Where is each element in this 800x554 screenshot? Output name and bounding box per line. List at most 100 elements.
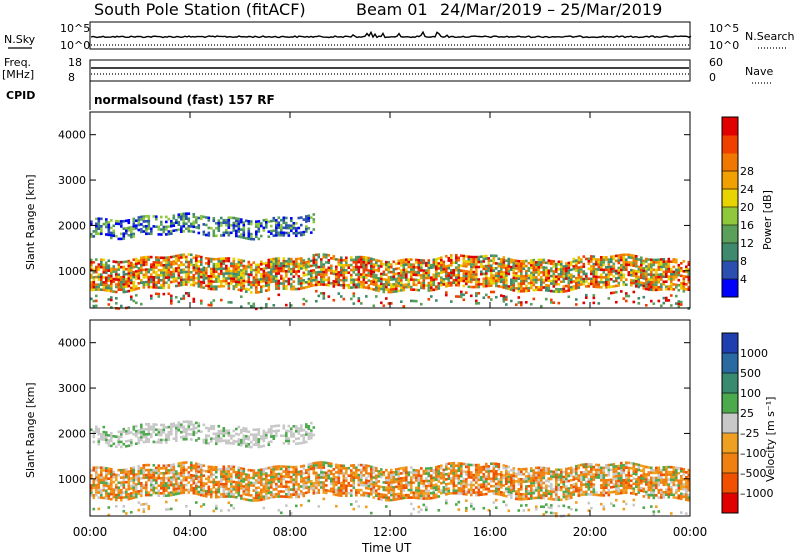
range-gate-cell <box>127 279 131 283</box>
range-gate-cell <box>307 227 311 230</box>
range-gate-cell <box>422 497 426 500</box>
range-gate-cell <box>512 264 516 267</box>
range-gate-cell <box>232 272 236 276</box>
range-gate-cell <box>400 259 403 262</box>
range-gate-cell <box>117 488 121 492</box>
range-gate-cell <box>102 276 106 279</box>
range-gate-cell <box>122 468 126 472</box>
range-gate-cell <box>130 235 133 239</box>
range-gate-cell <box>290 257 293 261</box>
range-gate-cell <box>200 283 203 286</box>
range-gate-cell <box>460 472 463 475</box>
range-gate-cell <box>505 264 508 267</box>
range-gate-cell <box>295 265 298 268</box>
range-gate-cell <box>120 275 123 279</box>
range-gate-cell <box>290 217 293 220</box>
range-gate-cell <box>222 272 226 275</box>
range-gate-cell <box>355 273 358 276</box>
range-gate-cell <box>160 286 163 290</box>
range-gate-cell <box>255 489 258 492</box>
range-gate-cell <box>357 258 361 261</box>
range-gate-cell <box>467 273 471 276</box>
range-gate-cell <box>652 278 656 282</box>
range-gate-cell <box>152 283 156 287</box>
range-gate-cell <box>142 469 146 472</box>
range-gate-cell <box>415 283 418 287</box>
range-gate-cell <box>442 491 446 494</box>
range-gate-cell <box>110 470 113 473</box>
range-gate-cell <box>432 489 436 492</box>
range-gate-cell <box>435 493 438 496</box>
range-gate-cell <box>155 225 158 228</box>
range-gate-cell <box>192 273 196 277</box>
range-gate-cell <box>102 484 106 487</box>
range-gate-cell <box>202 233 206 236</box>
range-gate-cell <box>275 279 278 283</box>
range-gate-cell <box>380 262 383 266</box>
range-gate-cell <box>317 273 321 276</box>
range-gate-cell <box>600 276 603 279</box>
range-gate-cell <box>130 261 133 265</box>
range-gate-cell <box>225 477 228 481</box>
range-gate-cell <box>127 282 131 285</box>
range-gate-cell <box>312 254 316 257</box>
range-gate-cell <box>650 258 653 262</box>
range-gate-cell <box>332 473 336 476</box>
range-gate-cell <box>297 282 301 286</box>
range-gate-cell <box>287 267 291 271</box>
range-gate-cell <box>587 285 591 288</box>
range-gate-cell <box>190 489 193 492</box>
range-gate-cell <box>547 289 551 292</box>
range-gate-cell <box>222 257 226 260</box>
range-gate-cell <box>90 491 93 495</box>
range-gate-cell <box>540 479 543 482</box>
range-gate-cell <box>140 215 143 219</box>
range-gate-cell <box>197 275 201 278</box>
range-gate-cell <box>242 472 246 476</box>
range-gate-cell <box>560 263 563 266</box>
range-gate-cell <box>462 274 466 278</box>
range-gate-cell <box>127 480 131 483</box>
range-gate-cell <box>102 486 106 490</box>
range-gate-cell <box>492 469 496 473</box>
range-gate-cell <box>227 480 231 483</box>
range-gate-cell <box>555 495 558 499</box>
range-gate-cell <box>352 278 356 282</box>
range-gate-cell <box>132 263 136 266</box>
range-gate-cell <box>292 480 296 484</box>
range-gate-cell <box>402 288 406 292</box>
range-gate-cell <box>622 276 626 279</box>
range-gate-cell <box>390 473 393 477</box>
range-gate-cell <box>465 465 468 469</box>
range-gate-cell <box>187 217 191 220</box>
range-gate-cell <box>445 270 448 273</box>
range-gate-cell <box>212 219 216 223</box>
range-gate-cell <box>137 259 141 263</box>
range-gate-cell <box>555 282 558 286</box>
range-gate-cell <box>195 482 198 485</box>
range-gate-cell <box>362 276 366 279</box>
range-gate-cell <box>502 295 506 298</box>
range-gate-cell <box>457 487 461 490</box>
range-gate-cell <box>110 284 113 288</box>
range-gate-cell <box>467 473 471 477</box>
range-gate-cell <box>607 270 611 274</box>
range-gate-cell <box>355 468 358 472</box>
range-gate-cell <box>607 265 611 269</box>
range-gate-cell <box>670 280 673 283</box>
range-gate-cell <box>260 222 263 225</box>
range-gate-cell <box>575 489 578 493</box>
range-gate-cell <box>547 484 551 488</box>
range-gate-cell <box>202 486 206 490</box>
range-gate-cell <box>100 493 103 497</box>
range-gate-cell <box>585 485 588 489</box>
range-gate-cell <box>225 492 228 496</box>
range-gate-cell <box>362 469 366 472</box>
range-gate-cell <box>335 463 338 467</box>
range-gate-cell <box>170 297 173 300</box>
range-gate-cell <box>465 490 468 494</box>
range-gate-cell <box>500 270 503 274</box>
range-gate-cell <box>207 262 211 266</box>
range-gate-cell <box>415 273 418 277</box>
range-gate-cell <box>535 466 538 470</box>
